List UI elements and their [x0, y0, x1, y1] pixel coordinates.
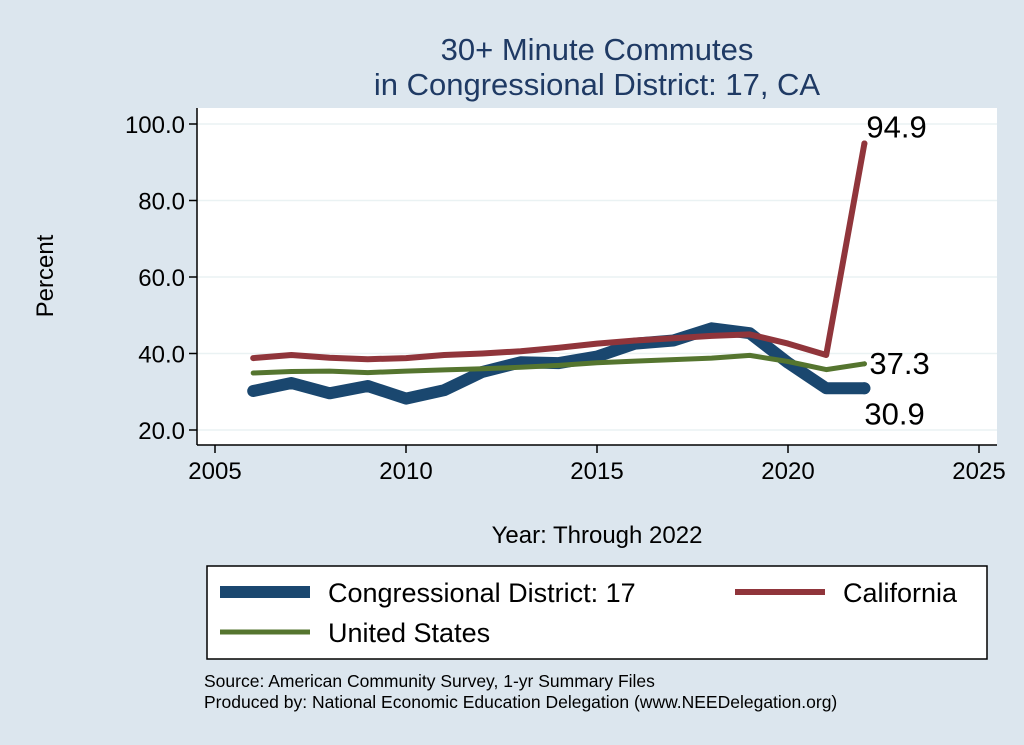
series-end-marker-united-states	[861, 361, 867, 367]
y-tick-label: 100.0	[125, 112, 185, 139]
legend: Congressional District: 17 California Un…	[206, 565, 988, 660]
legend-label-united-states: United States	[328, 618, 490, 648]
y-axis-title: Percent	[32, 234, 59, 317]
x-tick-label: 2020	[761, 458, 814, 485]
legend-box	[206, 565, 988, 660]
series-lines	[247, 140, 871, 405]
series-end-marker-california	[861, 140, 868, 147]
chart-title-line-1: 30+ Minute Commutes	[441, 32, 754, 67]
end-labels: 30.9 94.9 37.3	[864, 110, 929, 432]
end-label-district: 30.9	[864, 396, 924, 431]
y-tick-label: 60.0	[138, 265, 185, 292]
axes: 20.0 40.0 60.0 80.0 100.0 2005 2010 2015 2020 202…	[125, 108, 1006, 485]
x-tick-label: 2025	[952, 458, 1005, 485]
legend-label-california: California	[843, 578, 958, 608]
series-line-california	[250, 140, 868, 363]
source-note: Source: American Community Survey, 1-yr …	[204, 671, 655, 691]
y-tick-label: 20.0	[138, 418, 185, 445]
x-tick-label: 2005	[188, 458, 241, 485]
chart-title-line-2: in Congressional District: 17, CA	[374, 67, 821, 102]
x-axis-title: Year: Through 2022	[492, 522, 703, 549]
producer-note: Produced by: National Economic Education…	[204, 692, 838, 712]
series-line-united-states	[250, 352, 867, 376]
end-label-united-states: 37.3	[869, 346, 929, 381]
legend-label-district: Congressional District: 17	[328, 578, 636, 608]
x-tick-label: 2015	[570, 458, 623, 485]
series-end-marker-district	[858, 382, 871, 395]
y-tick-label: 40.0	[138, 342, 185, 369]
end-label-california: 94.9	[866, 110, 926, 145]
y-tick-label: 80.0	[138, 189, 185, 216]
x-tick-label: 2010	[379, 458, 432, 485]
